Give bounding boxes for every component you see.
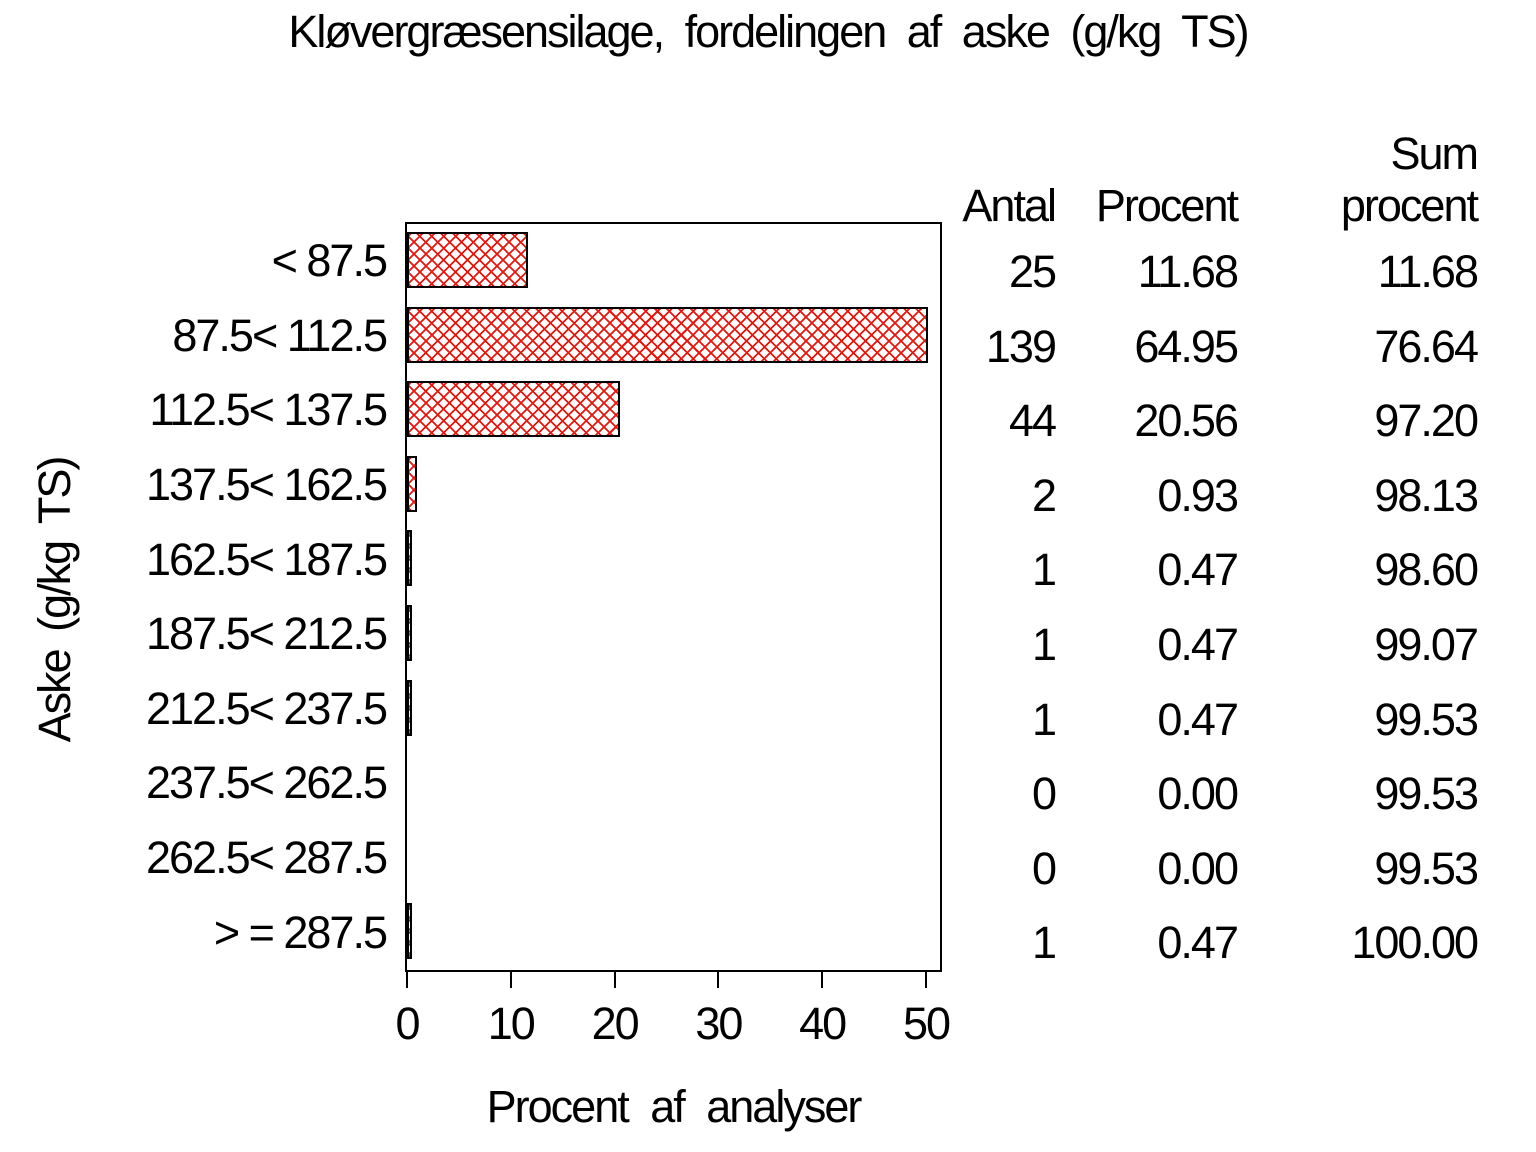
x-tick-label: 20 <box>591 998 640 1049</box>
bar-segment <box>407 455 417 512</box>
table-cell-procent: 64.95 <box>1134 320 1239 372</box>
y-category-label: > = 287.5 <box>213 906 388 958</box>
y-category-label: < 87.5 <box>271 235 388 287</box>
x-tick-label: 30 <box>695 998 743 1049</box>
y-category-label: 212.5< 237.5 <box>145 682 388 734</box>
y-category-label: 137.5< 162.5 <box>145 459 388 511</box>
table-cell-antal: 1 <box>1031 693 1057 745</box>
table-cell-procent: 0.47 <box>1157 544 1239 596</box>
bar-segment <box>407 381 621 438</box>
y-category-label: 162.5< 187.5 <box>145 533 388 585</box>
table-cell-procent: 11.68 <box>1137 246 1239 297</box>
x-tick-mark <box>717 972 720 988</box>
table-cell-antal: 44 <box>1008 395 1057 447</box>
table-cell-antal: 25 <box>1008 246 1057 297</box>
table-cell-procent: 0.47 <box>1157 693 1239 745</box>
table-cell-sum-procent: 99.07 <box>1374 619 1479 670</box>
table-header-antal: Antal <box>962 180 1057 231</box>
y-category-label: 237.5< 262.5 <box>145 757 388 809</box>
x-tick-mark <box>821 972 824 988</box>
table-header-sum-line1: Sum <box>1390 128 1479 179</box>
x-axis-title: Procent af analyser <box>486 1081 863 1132</box>
table-cell-antal: 1 <box>1031 917 1057 969</box>
table-cell-sum-procent: 76.64 <box>1374 320 1479 372</box>
y-category-label: 87.5< 112.5 <box>172 309 388 361</box>
bar-segment <box>407 232 529 288</box>
x-tick-mark <box>406 972 408 988</box>
table-cell-antal: 139 <box>985 320 1057 372</box>
plot-area <box>405 222 942 972</box>
table-cell-procent: 0.93 <box>1157 469 1239 521</box>
table-cell-sum-procent: 98.13 <box>1374 469 1479 521</box>
table-cell-antal: 0 <box>1031 768 1057 820</box>
table-cell-sum-procent: 100.00 <box>1351 917 1479 969</box>
bar-segment <box>407 903 412 960</box>
bar-segment <box>407 605 412 661</box>
table-cell-sum-procent: 99.53 <box>1374 768 1479 820</box>
bar-segment <box>407 679 412 736</box>
table-cell-sum-procent: 97.20 <box>1374 395 1479 447</box>
y-category-label: 187.5< 212.5 <box>145 608 388 660</box>
bar-segment <box>407 306 929 363</box>
table-cell-sum-procent: 11.68 <box>1377 246 1479 297</box>
table-cell-antal: 1 <box>1031 544 1057 596</box>
table-cell-sum-procent: 99.53 <box>1374 842 1479 894</box>
table-cell-antal: 1 <box>1031 619 1057 670</box>
x-tick-label: 10 <box>487 998 536 1049</box>
table-cell-antal: 2 <box>1031 469 1057 521</box>
table-header-sum-line2: procent <box>1340 180 1479 231</box>
x-tick-mark <box>509 972 512 988</box>
table-cell-procent: 20.56 <box>1134 395 1239 447</box>
y-category-label: 112.5< 137.5 <box>149 384 388 436</box>
x-tick-label: 0 <box>395 998 420 1049</box>
table-cell-procent: 0.47 <box>1157 619 1239 670</box>
chart-title: Kløvergræsensilage, fordelingen af aske … <box>288 6 1249 57</box>
table-cell-sum-procent: 98.60 <box>1374 544 1479 596</box>
x-tick-mark <box>925 972 927 988</box>
table-header-procent: Procent <box>1095 180 1239 231</box>
table-cell-procent: 0.47 <box>1157 917 1239 969</box>
y-category-label: 262.5< 287.5 <box>145 832 388 884</box>
x-tick-mark <box>613 972 616 988</box>
table-cell-procent: 0.00 <box>1157 842 1239 894</box>
table-cell-antal: 0 <box>1031 842 1057 894</box>
table-cell-procent: 0.00 <box>1157 768 1239 820</box>
x-tick-label: 40 <box>799 998 847 1049</box>
table-cell-sum-procent: 99.53 <box>1374 693 1479 745</box>
bar-segment <box>407 530 412 587</box>
x-tick-label: 50 <box>902 998 951 1049</box>
